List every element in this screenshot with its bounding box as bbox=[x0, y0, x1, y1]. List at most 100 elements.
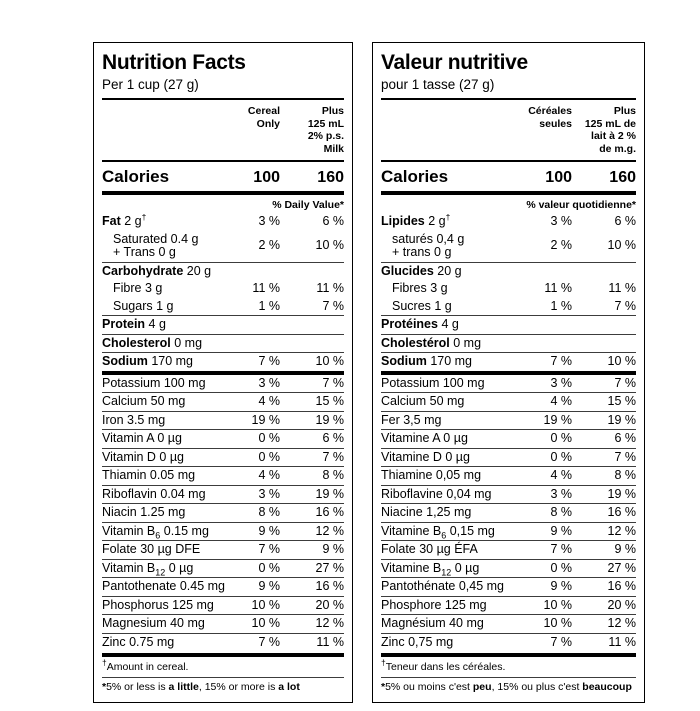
percent-with-milk: 7 % bbox=[614, 375, 636, 390]
nutrient-name: Cholestérol 0 mg bbox=[381, 335, 482, 350]
percent-with-milk: 7 % bbox=[614, 449, 636, 464]
nutrient-row: Pantothénate 0,45 mg 9 % 16 % bbox=[381, 577, 636, 596]
serving-size: pour 1 tasse (27 g) bbox=[381, 77, 495, 92]
nutrition-label-english: Nutrition Facts Per 1 cup (27 g) Cereal … bbox=[93, 42, 353, 703]
percent-cereal-only: 0 % bbox=[258, 449, 280, 464]
nutrient-row: Sugars 1 g 1 % 7 % bbox=[102, 298, 344, 316]
nutrient-name: Vitamin B6 0.15 mg bbox=[102, 523, 209, 540]
nutrient-name: Protéines 4 g bbox=[381, 317, 459, 331]
column-header-line: Only bbox=[256, 117, 280, 130]
percent-cereal-only: 0 % bbox=[550, 431, 572, 445]
footnote-daily-value-key: *5% or less is a little, 15% or more is … bbox=[102, 678, 344, 697]
column-header-line: Plus bbox=[613, 105, 636, 117]
nutrient-row: Zinc 0.75 mg 7 % 11 % bbox=[102, 632, 344, 652]
nutrient-name: Vitamin B12 0 µg bbox=[102, 560, 194, 577]
calories-with-milk: 160 bbox=[317, 169, 344, 186]
nutrient-row: Fibre 3 g 11 % 11 % bbox=[102, 280, 344, 298]
divider bbox=[102, 160, 344, 162]
footnote-bold-text: beaucoup bbox=[582, 681, 632, 693]
nutrient-name: Vitamine B12 0 µg bbox=[381, 560, 480, 577]
percent-with-milk: 12 % bbox=[315, 616, 345, 630]
divider bbox=[381, 160, 636, 162]
percent-cereal-only: 3 % bbox=[258, 486, 280, 501]
column-header-line: de m.g. bbox=[599, 142, 636, 155]
column-header-cereal-only: Céréales seules bbox=[518, 105, 572, 155]
nutrient-name: Fibres 3 g bbox=[392, 281, 448, 295]
nutrient-row: Riboflavine 0,04 mg 3 % 19 % bbox=[381, 484, 637, 504]
percent-with-milk: 20 % bbox=[315, 597, 345, 612]
percent-cereal-only: 7 % bbox=[550, 542, 572, 556]
nutrient-name: Protein 4 g bbox=[102, 317, 166, 331]
nutrient-name: Sodium 170 mg bbox=[381, 354, 473, 368]
column-header-line: Céréales bbox=[528, 105, 572, 117]
nutrient-name: Vitamine A 0 µg bbox=[381, 431, 468, 445]
nutrient-row: Vitamine A 0 µg 0 % 6 % bbox=[381, 429, 636, 448]
percent-cereal-only: 7 % bbox=[258, 542, 280, 556]
percent-cereal-only: 7 % bbox=[258, 354, 280, 368]
percent-with-milk: 7 % bbox=[322, 449, 344, 464]
column-headers: Céréales seules Plus 125 mL de lait à 2 … bbox=[381, 101, 636, 159]
nutrient-name: Fer 3,5 mg bbox=[381, 412, 442, 427]
spacer bbox=[102, 105, 226, 155]
nutrient-row: Carbohydrate 20 g bbox=[102, 261, 344, 281]
percent-with-milk: 11 % bbox=[608, 281, 636, 295]
percent-with-milk: 27 % bbox=[315, 560, 345, 575]
percent-with-milk: 7 % bbox=[614, 298, 636, 313]
percent-cereal-only: 9 % bbox=[258, 523, 280, 538]
percent-with-milk: 7 % bbox=[322, 375, 344, 390]
calories-cereal-only: 100 bbox=[253, 169, 280, 186]
nutrient-name: Potassium 100 mg bbox=[102, 375, 206, 390]
daily-value-header: % Daily Value* bbox=[272, 199, 344, 211]
percent-cereal-only: 7 % bbox=[258, 634, 280, 649]
dagger-symbol: † bbox=[141, 211, 147, 222]
nutrient-name: Riboflavin 0.04 mg bbox=[102, 486, 206, 501]
percent-with-milk: 6 % bbox=[322, 214, 344, 228]
column-header-line: Cereal bbox=[247, 105, 280, 117]
nutrient-name: Sugars 1 g bbox=[113, 298, 174, 313]
percent-with-milk: 7 % bbox=[322, 298, 344, 313]
bilingual-nutrition-labels: Nutrition Facts Per 1 cup (27 g) Cereal … bbox=[93, 42, 645, 703]
percent-with-milk: 19 % bbox=[607, 486, 637, 501]
nutrient-row: Iron 3.5 mg 19 % 19 % bbox=[102, 410, 344, 430]
percent-with-milk: 15 % bbox=[315, 394, 345, 408]
percent-cereal-only: 11 % bbox=[544, 281, 572, 295]
percent-with-milk: 16 % bbox=[607, 505, 637, 519]
column-header-cereal-only: Cereal Only bbox=[226, 105, 280, 155]
percent-with-milk: 8 % bbox=[322, 468, 344, 482]
nutrient-row: Lipides 2 g† 3 % 6 % bbox=[381, 213, 636, 231]
nutrient-name: Vitamine B6 0,15 mg bbox=[381, 523, 495, 540]
nutrient-name: Folate 30 µg DFE bbox=[102, 542, 201, 556]
nutrient-name: Magnesium 40 mg bbox=[102, 616, 205, 630]
percent-with-milk: 11 % bbox=[608, 634, 636, 649]
nutrient-name: Cholesterol 0 mg bbox=[102, 335, 203, 350]
thick-divider bbox=[102, 653, 344, 657]
percent-cereal-only: 0 % bbox=[550, 449, 572, 464]
nutrient-name: Calcium 50 mg bbox=[102, 394, 186, 408]
percent-cereal-only: 4 % bbox=[550, 394, 572, 408]
percent-cereal-only: 10 % bbox=[543, 597, 573, 612]
percent-cereal-only: 1 % bbox=[550, 298, 572, 313]
percent-with-milk: 20 % bbox=[607, 597, 637, 612]
nutrient-name: Calcium 50 mg bbox=[381, 394, 465, 408]
nutrient-name: Vitamin D 0 µg bbox=[102, 449, 185, 464]
nutrient-name: Thiamine 0,05 mg bbox=[381, 468, 482, 482]
thick-divider bbox=[102, 191, 344, 195]
nutrient-name: Zinc 0.75 mg bbox=[102, 634, 175, 649]
column-header-line: lait à 2 % bbox=[591, 130, 636, 142]
percent-with-milk: 15 % bbox=[607, 394, 637, 408]
footnote-amount-in-cereal: †Amount in cereal. bbox=[102, 658, 344, 677]
nutrient-name: Iron 3.5 mg bbox=[102, 412, 166, 427]
nutrient-row: Sodium 170 mg 7 % 10 % bbox=[102, 352, 344, 371]
nutrient-name: Fibre 3 g bbox=[113, 281, 163, 295]
nutrient-name: Glucides 20 g bbox=[381, 263, 462, 278]
nutrient-row: Fer 3,5 mg 19 % 19 % bbox=[381, 410, 636, 430]
label-title: Valeur nutritive bbox=[381, 51, 528, 74]
percent-with-milk: 6 % bbox=[322, 431, 344, 445]
nutrient-name: Sodium 170 mg bbox=[102, 354, 194, 368]
percent-cereal-only: 3 % bbox=[550, 375, 572, 390]
nutrient-row: Thiamin 0.05 mg 4 % 8 % bbox=[102, 466, 344, 485]
column-header-line: 2% p.s. bbox=[307, 130, 344, 142]
nutrient-row: Vitamin A 0 µg 0 % 6 % bbox=[102, 429, 344, 448]
percent-cereal-only: 4 % bbox=[258, 394, 280, 408]
percent-with-milk: 11 % bbox=[316, 281, 344, 295]
